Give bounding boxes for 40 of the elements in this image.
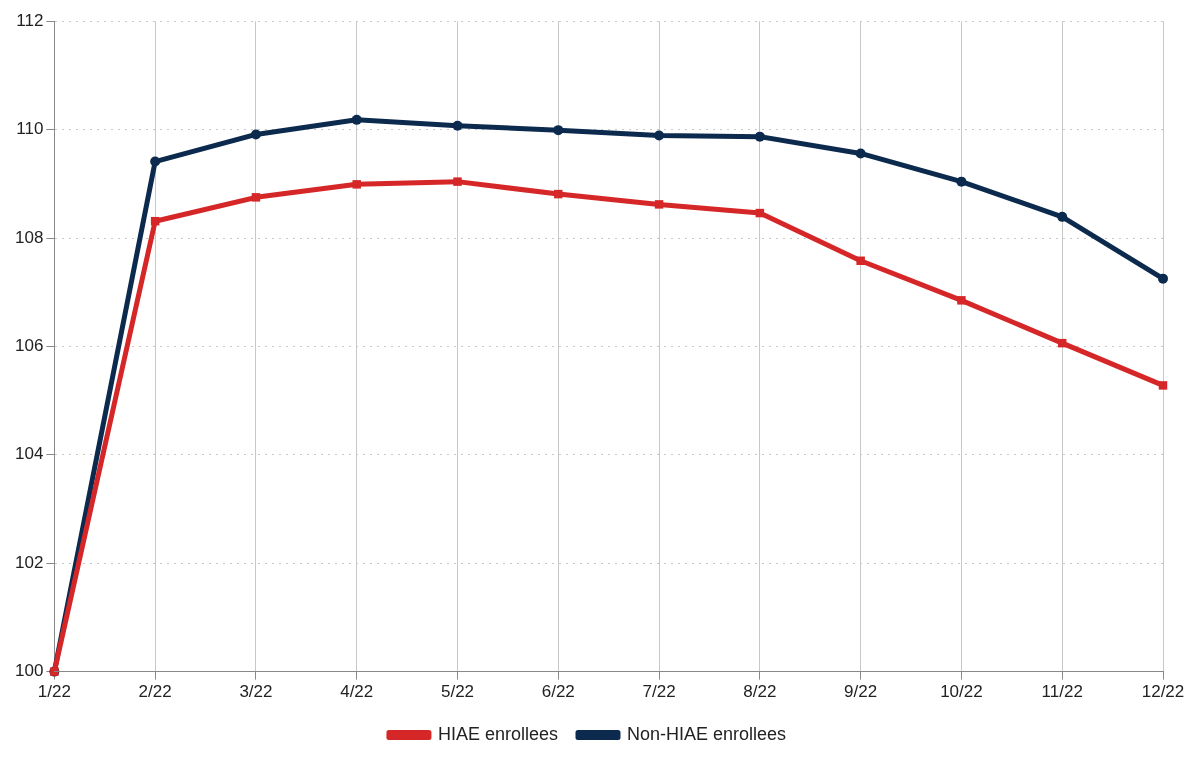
x-tick-label: 9/22 [844,682,878,702]
point [250,129,261,140]
x-tick-label: 11/22 [1041,682,1083,702]
y-tick-label: 102 [14,552,44,572]
point [1057,211,1068,222]
y-tick-label: 110 [16,119,44,139]
point [654,130,665,141]
x-tick-label: 7/22 [642,682,676,702]
point [654,200,664,209]
x-tick-label: 6/22 [541,682,575,702]
point [956,176,967,187]
y-tick-label: 112 [16,10,44,30]
point [1158,273,1168,284]
x-tick-label: 4/22 [340,682,374,702]
point [554,189,563,199]
x-tick-label: 2/22 [138,682,172,702]
point [352,180,361,189]
x-tick-label: 8/22 [743,682,777,702]
point [452,120,463,131]
point [251,193,261,202]
x-tick-label: 10/22 [940,682,983,702]
x-tick-label: 5/22 [440,682,475,702]
point [1158,381,1168,390]
y-tick-label: 108 [14,227,44,247]
point [754,131,765,142]
y-tick-label: 100 [14,661,44,681]
point [351,114,362,125]
x-tick-label: 1/22 [37,682,71,702]
y-tick-label: 104 [14,444,44,464]
x-tick-label: 3/22 [239,682,273,702]
point [856,256,865,266]
legend-label: Non-HIAE enrollees [626,723,787,744]
legend-label: HIAE enrollees [437,723,558,744]
point [855,148,866,159]
point [453,177,462,186]
point [150,156,161,167]
point [957,296,966,305]
point [553,125,564,136]
y-tick-label: 106 [14,336,44,356]
x-tick-label: 12/22 [1141,682,1185,702]
